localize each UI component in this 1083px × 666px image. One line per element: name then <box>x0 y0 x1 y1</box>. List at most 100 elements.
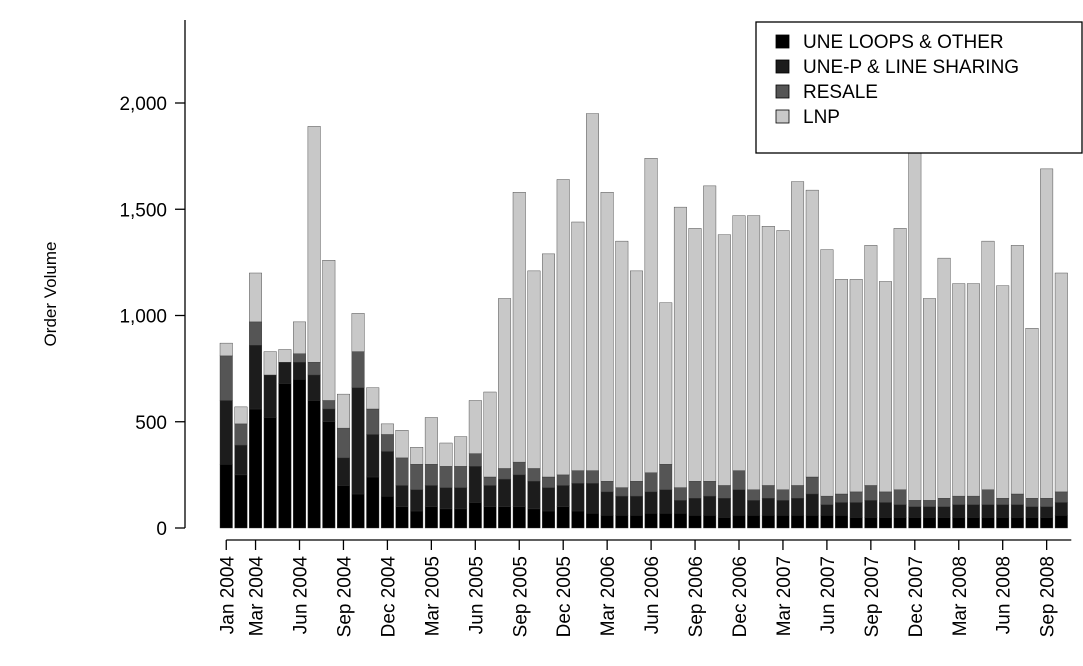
x-tick-label: Dec 2005 <box>554 556 575 637</box>
bar-segment <box>981 517 995 529</box>
bar-segment <box>630 270 643 482</box>
bar-segment <box>234 423 248 446</box>
bar-segment <box>366 476 380 529</box>
bars <box>219 113 1068 529</box>
bar-segment <box>293 321 306 354</box>
y-axis: 0 500 1,000 1,500 2,000 <box>119 20 186 540</box>
bar-segment <box>996 285 1010 499</box>
bar-segment <box>893 504 907 518</box>
bar-segment <box>893 489 907 505</box>
bar-segment <box>219 342 233 357</box>
bar-segment <box>278 362 292 384</box>
x-tick-label: Sep 2004 <box>334 556 355 638</box>
bar-segment <box>571 483 585 512</box>
x-tick-label: Dec 2004 <box>378 556 399 638</box>
bar-segment <box>996 517 1010 529</box>
bar-segment <box>366 434 380 478</box>
bar-segment <box>410 464 424 490</box>
bar-segment <box>659 464 673 490</box>
bar-segment <box>424 417 438 465</box>
bar-segment <box>439 442 453 467</box>
bar-segment <box>1054 515 1068 529</box>
bar-segment <box>454 508 468 529</box>
bar-segment <box>439 508 453 529</box>
bar-segment <box>1054 272 1068 493</box>
x-tick-label: Mar 2008 <box>950 556 971 636</box>
bar-segment <box>966 517 980 529</box>
bar-segment <box>747 500 761 516</box>
bar-segment <box>673 512 687 529</box>
bar-segment <box>908 141 922 501</box>
bar-segment <box>307 374 321 401</box>
bar-segment <box>512 461 526 476</box>
bar-segment <box>1040 168 1054 499</box>
bar-segment <box>688 228 702 482</box>
bar-segment <box>556 179 570 476</box>
bar-segment <box>234 474 248 529</box>
bar-segment <box>879 502 892 518</box>
bar-segment <box>263 417 277 529</box>
bar-segment <box>879 281 892 493</box>
bar-segment <box>923 517 936 529</box>
x-tick-label: Sep 2008 <box>1038 556 1059 637</box>
legend-label: UNE LOOPS & OTHER <box>803 32 1004 53</box>
bar-segment <box>586 512 599 529</box>
bar-segment <box>600 481 614 493</box>
bar-segment <box>820 504 834 516</box>
bar-segment <box>600 192 614 482</box>
bar-segment <box>527 270 541 469</box>
bar-segment <box>542 253 555 478</box>
bar-segment <box>703 481 717 497</box>
bar-segment <box>952 283 966 497</box>
y-tick-label: 0 <box>156 519 167 540</box>
bar-segment <box>717 517 731 529</box>
bar-segment <box>556 485 570 507</box>
bar-segment <box>219 355 233 401</box>
bar-segment <box>322 400 336 410</box>
bar-segment <box>615 487 629 497</box>
bar-segment <box>717 234 731 486</box>
x-tick-label: Jun 2006 <box>642 556 663 634</box>
bar-segment <box>498 478 512 507</box>
bar-segment <box>483 485 497 507</box>
x-tick-label: Jun 2007 <box>818 556 839 634</box>
bar-segment <box>380 423 394 435</box>
bar-segment <box>630 515 643 529</box>
bar-segment <box>659 489 673 514</box>
bar-segment <box>688 481 702 499</box>
bar-segment <box>688 515 702 529</box>
bar-segment <box>527 508 541 529</box>
bar-segment <box>923 506 936 518</box>
bar-segment <box>234 406 248 425</box>
x-tick-label: Sep 2006 <box>686 556 707 637</box>
bar-segment <box>791 181 805 486</box>
bar-segment <box>791 498 805 516</box>
legend-swatch <box>775 34 790 49</box>
bar-segment <box>1010 517 1024 529</box>
bar-segment <box>864 517 878 529</box>
x-tick-label: Mar 2005 <box>422 556 443 636</box>
bar-segment <box>849 517 863 529</box>
bar-segment <box>249 345 263 410</box>
bar-segment <box>556 474 570 486</box>
bar-segment <box>454 436 468 467</box>
legend-swatch <box>775 59 790 74</box>
bar-segment <box>805 515 819 529</box>
bar-segment <box>849 502 863 518</box>
bar-segment <box>673 206 687 488</box>
bar-segment <box>717 498 731 518</box>
bar-segment <box>395 430 409 459</box>
bar-segment <box>849 491 863 503</box>
bar-segment <box>498 468 512 480</box>
bar-segment <box>410 489 424 512</box>
bar-segment <box>776 515 790 529</box>
bar-segment <box>835 515 848 529</box>
bar-segment <box>219 400 233 465</box>
bar-segment <box>395 485 409 507</box>
bar-segment <box>468 400 482 454</box>
bar-segment <box>512 506 526 529</box>
bar-segment <box>820 249 834 497</box>
bar-segment <box>1040 517 1054 529</box>
bar-segment <box>498 298 512 469</box>
x-tick-label: Mar 2004 <box>247 556 268 637</box>
